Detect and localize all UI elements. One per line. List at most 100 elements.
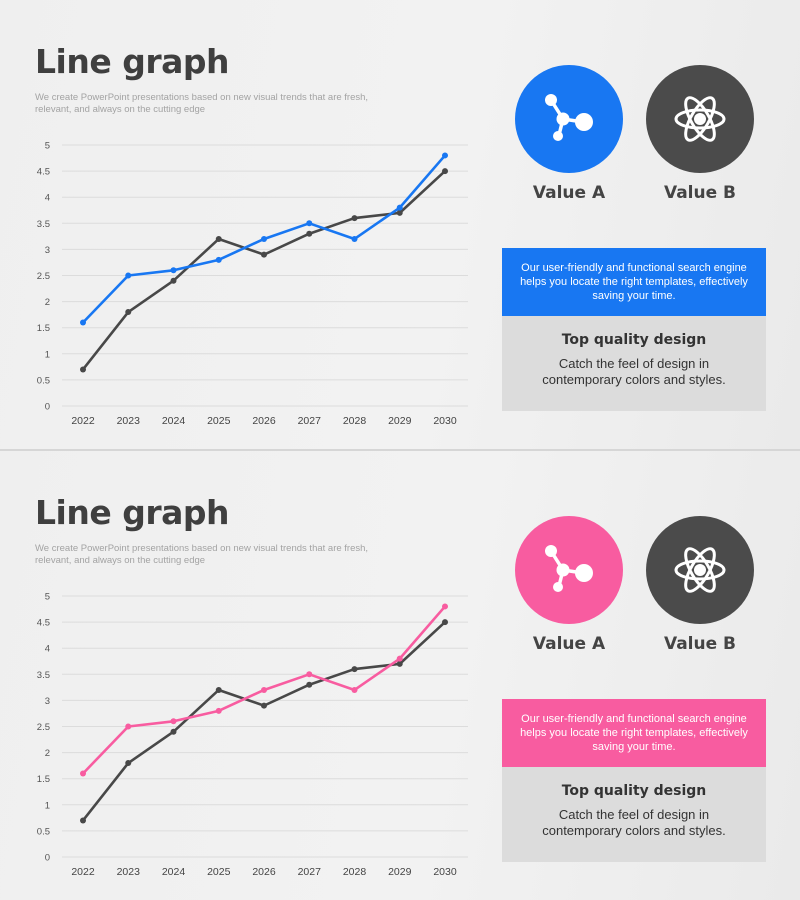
x-tick-label: 2023 — [117, 866, 141, 878]
value-a-circle — [515, 516, 623, 624]
x-tick-label: 2025 — [207, 866, 231, 878]
slide-title: Line graph — [35, 493, 229, 532]
y-tick-label: 1 — [45, 349, 50, 360]
info-title: Top quality design — [561, 783, 707, 799]
x-tick-label: 2030 — [433, 415, 457, 427]
y-tick-label: 3 — [45, 696, 50, 707]
data-point — [170, 267, 177, 274]
x-tick-label: 2023 — [117, 415, 141, 427]
data-point — [261, 235, 267, 242]
data-point — [261, 686, 267, 693]
y-tick-label: 5 — [45, 141, 50, 152]
info-box: Top quality design Catch the feel of des… — [502, 767, 766, 862]
value-a-label: Value A — [532, 183, 606, 203]
x-tick-label: 2027 — [298, 866, 322, 878]
y-tick-label: 2.5 — [37, 271, 50, 282]
data-point — [396, 204, 403, 211]
line-chart: 0 0.5 1 1.5 2 2.5 3 3.5 4 4.5 5 2022 2023 2024 2025 202… — [37, 141, 468, 427]
value-a-label: Value A — [532, 634, 606, 654]
data-point — [125, 309, 132, 316]
y-tick-label: 4.5 — [37, 167, 50, 178]
data-point — [351, 215, 358, 222]
y-tick-label: 3.5 — [37, 219, 50, 230]
y-tick-label: 1.5 — [37, 323, 50, 334]
x-tick-label: 2024 — [162, 415, 186, 427]
x-tick-label: 2028 — [343, 415, 367, 427]
y-tick-label: 3.5 — [37, 670, 50, 681]
slide-title: Line graph — [35, 42, 229, 81]
data-point — [80, 319, 86, 326]
info-text: Catch the feel of design in contemporary… — [542, 807, 726, 838]
data-point — [125, 272, 132, 279]
data-point — [125, 760, 132, 767]
value-b-label: Value B — [663, 183, 737, 203]
slide-divider — [0, 449, 800, 451]
x-tick-label: 2022 — [71, 866, 95, 878]
data-point — [215, 256, 222, 263]
slide-subtitle: We create PowerPoint presentations based… — [35, 543, 369, 566]
info-box: Top quality design Catch the feel of des… — [502, 316, 766, 411]
data-point — [215, 686, 222, 693]
y-tick-label: 3 — [45, 245, 50, 256]
data-point — [306, 230, 313, 237]
slide-pink: Line graph We create PowerPoint presenta… — [0, 451, 800, 900]
x-tick-label: 2029 — [388, 866, 412, 878]
data-point — [396, 660, 403, 667]
data-point — [170, 277, 177, 284]
data-point — [261, 251, 267, 258]
info-text: Catch the feel of design in contemporary… — [542, 356, 726, 387]
banner-text: Our user-friendly and functional search … — [520, 713, 748, 753]
data-point — [351, 235, 358, 242]
data-point — [170, 728, 177, 735]
data-point — [396, 209, 403, 216]
value-b-circle — [646, 516, 754, 624]
data-point — [80, 366, 86, 373]
x-tick-label: 2025 — [207, 415, 231, 427]
x-tick-label: 2026 — [252, 415, 276, 427]
y-tick-label: 0 — [45, 853, 50, 864]
banner: Our user-friendly and functional search … — [502, 699, 766, 767]
series-line — [81, 621, 446, 822]
data-point — [442, 603, 448, 610]
data-point — [442, 168, 448, 175]
series-line — [81, 170, 446, 371]
x-tick-label: 2030 — [433, 866, 457, 878]
x-tick-label: 2026 — [252, 866, 276, 878]
data-point — [80, 817, 86, 824]
molecule-icon — [545, 545, 593, 592]
data-point — [125, 723, 132, 730]
data-point — [351, 666, 358, 673]
data-point — [396, 655, 403, 662]
data-point — [306, 671, 313, 678]
y-tick-label: 1 — [45, 800, 50, 811]
banner: Our user-friendly and functional search … — [502, 248, 766, 316]
x-tick-label: 2027 — [298, 415, 322, 427]
data-point — [80, 770, 86, 777]
y-tick-label: 4 — [45, 193, 50, 204]
data-point — [442, 619, 448, 626]
y-tick-label: 0 — [45, 402, 50, 413]
value-b-circle — [646, 65, 754, 173]
slide-subtitle: We create PowerPoint presentations based… — [35, 92, 369, 115]
y-tick-label: 5 — [45, 592, 50, 603]
value-a-circle — [515, 65, 623, 173]
y-tick-label: 1.5 — [37, 774, 50, 785]
x-tick-label: 2028 — [343, 866, 367, 878]
info-title: Top quality design — [561, 332, 707, 348]
data-point — [215, 707, 222, 714]
banner-text: Our user-friendly and functional search … — [520, 262, 748, 302]
data-point — [306, 220, 313, 227]
y-tick-label: 4.5 — [37, 618, 50, 629]
x-tick-label: 2029 — [388, 415, 412, 427]
x-tick-label: 2024 — [162, 866, 186, 878]
y-tick-label: 4 — [45, 644, 50, 655]
data-point — [215, 235, 222, 242]
data-point — [306, 681, 313, 688]
data-point — [351, 686, 358, 693]
data-point — [170, 718, 177, 725]
y-tick-label: 2.5 — [37, 722, 50, 733]
value-b-label: Value B — [663, 634, 737, 654]
y-tick-label: 2 — [45, 297, 50, 308]
line-chart: 0 0.5 1 1.5 2 2.5 3 3.5 4 4.5 5 2022 2023 2024 2025 202… — [37, 592, 468, 878]
y-tick-label: 2 — [45, 748, 50, 759]
